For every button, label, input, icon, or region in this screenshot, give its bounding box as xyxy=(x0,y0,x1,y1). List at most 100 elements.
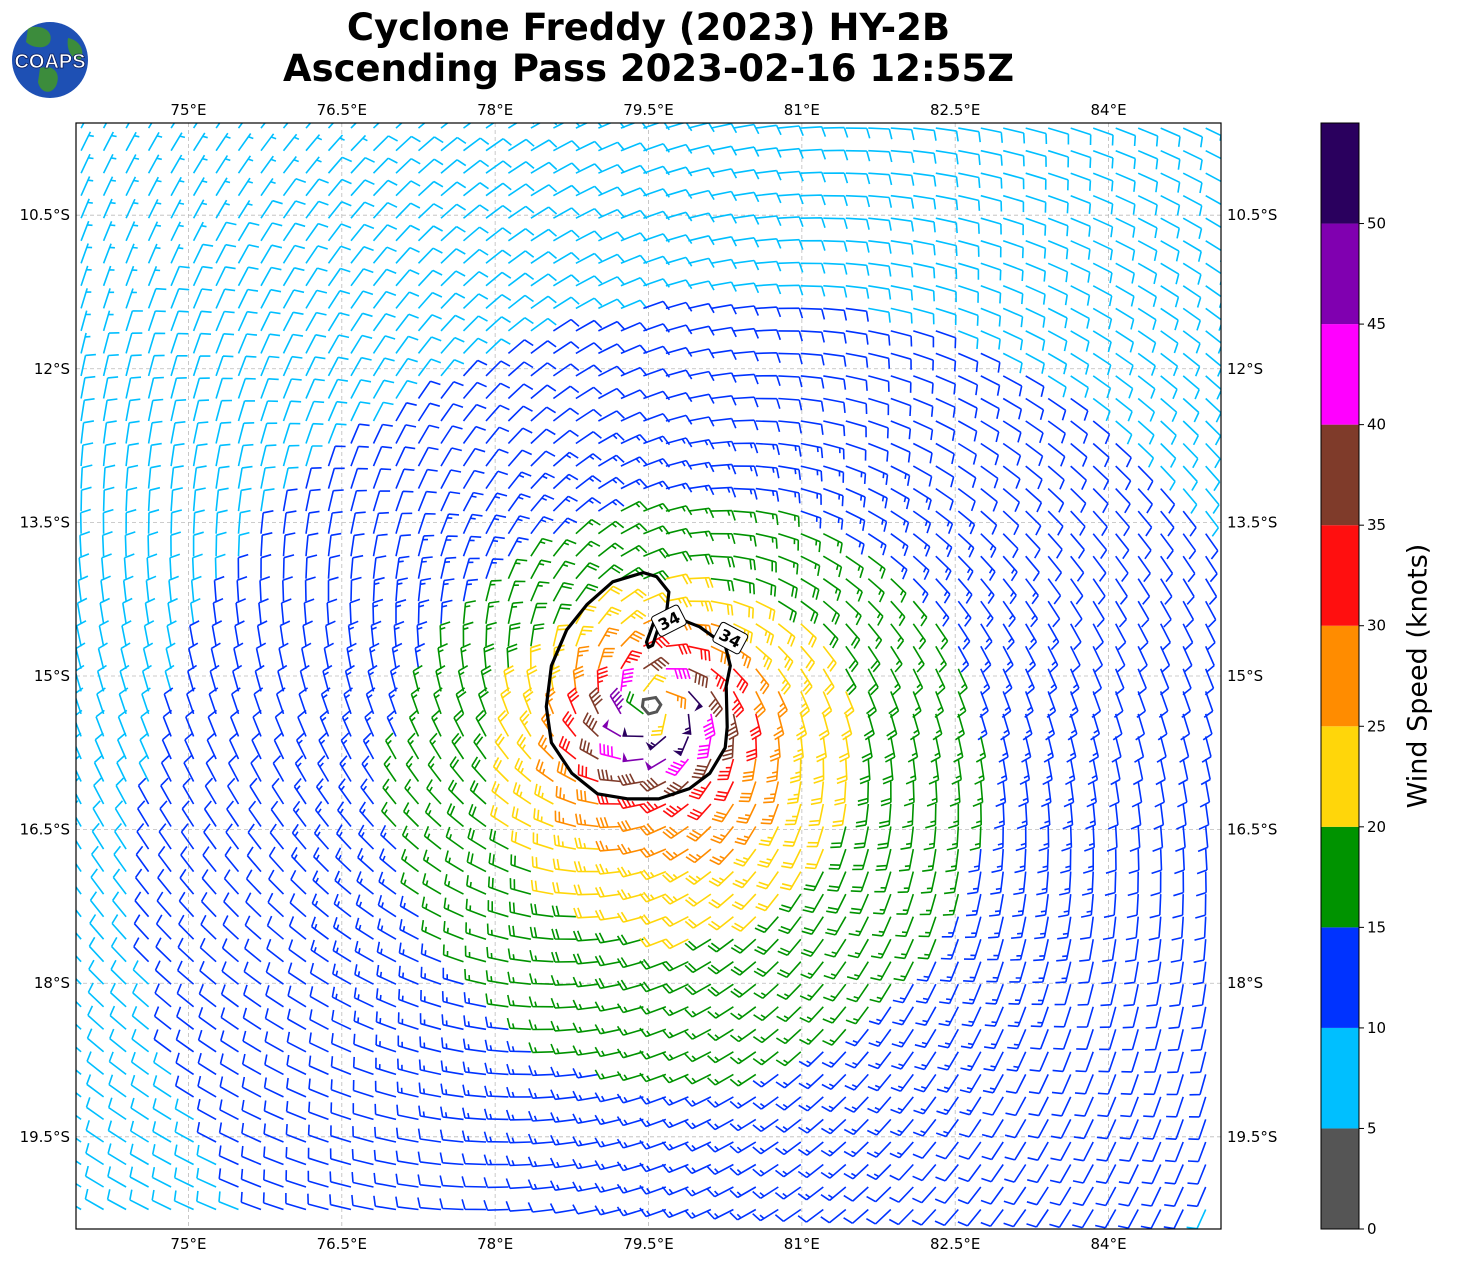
wind-barb xyxy=(327,123,335,129)
wind-barb xyxy=(375,1034,397,1053)
wind-barb xyxy=(305,134,323,152)
wind-barb xyxy=(464,945,487,963)
wind-barb xyxy=(1205,555,1218,583)
wind-barb xyxy=(784,803,802,826)
wind-barb xyxy=(339,755,352,782)
wind-barb xyxy=(247,823,262,850)
wind-barb xyxy=(271,777,285,805)
wind-barb xyxy=(449,756,465,783)
wind-barb xyxy=(242,1007,262,1030)
wind-barb xyxy=(260,378,279,399)
wind-barb xyxy=(485,536,505,557)
wind-barb xyxy=(461,1130,487,1143)
wind-barb xyxy=(1050,1119,1072,1139)
wind-barb xyxy=(980,487,998,512)
wind-barb xyxy=(527,1202,554,1213)
wind-barb xyxy=(1000,713,1011,741)
lon-tick-bottom: 76.5°E xyxy=(317,1235,367,1253)
wind-barb xyxy=(147,486,161,512)
wind-barb xyxy=(507,405,533,422)
wind-barb xyxy=(803,871,825,892)
wind-barb xyxy=(309,986,329,1008)
wind-barb xyxy=(1146,984,1162,1007)
wind-barb xyxy=(125,154,140,174)
wind-barb xyxy=(665,414,693,425)
wind-barb xyxy=(1115,149,1136,169)
gridlines xyxy=(76,123,1221,1229)
wind-barb xyxy=(88,959,105,985)
wind-barb xyxy=(234,620,245,647)
wind-barb xyxy=(935,1164,959,1182)
wind-barb xyxy=(414,642,426,669)
wind-barb xyxy=(665,758,690,777)
wind-barb xyxy=(1095,1186,1117,1207)
wind-barb xyxy=(350,268,374,287)
wind-barb xyxy=(244,938,262,963)
wind-barb xyxy=(957,420,978,442)
lat-tick-right: 18°S xyxy=(1227,974,1263,992)
wind-barb xyxy=(483,1177,509,1189)
wind-barb xyxy=(935,600,950,627)
wind-barb xyxy=(890,307,913,324)
wind-barb xyxy=(594,1114,622,1126)
wind-barb xyxy=(755,668,770,695)
wind-barb xyxy=(170,487,183,512)
wind-barb xyxy=(327,445,346,467)
wind-barb xyxy=(530,581,550,602)
wind-barb xyxy=(661,1028,689,1039)
wind-barb xyxy=(597,454,625,467)
wind-barb xyxy=(146,553,158,579)
wind-barb xyxy=(442,944,464,963)
wind-barb xyxy=(597,520,625,535)
wind-barb xyxy=(870,961,892,981)
wind-barb xyxy=(1024,645,1037,673)
wind-barb xyxy=(215,288,236,309)
wind-barb xyxy=(1188,1119,1207,1141)
wind-barb xyxy=(307,1193,329,1211)
wind-barb xyxy=(157,845,172,873)
wind-barb xyxy=(729,1186,757,1199)
wind-barb xyxy=(1140,1209,1162,1229)
wind-barb xyxy=(1170,939,1184,963)
wind-barb xyxy=(598,253,625,265)
wind-barb xyxy=(733,305,760,316)
wind-barb xyxy=(327,156,353,174)
wind-barb xyxy=(1137,172,1159,193)
wind-barb xyxy=(80,153,94,174)
wind-barb xyxy=(552,538,577,557)
wind-barb xyxy=(823,375,847,390)
wind-barb xyxy=(1205,578,1218,605)
wind-barb xyxy=(890,420,912,440)
wind-barb xyxy=(706,1141,734,1153)
wind-barb xyxy=(912,668,924,696)
wind-barb xyxy=(946,826,960,851)
wind-barb xyxy=(153,1006,172,1030)
wind-barb xyxy=(915,983,937,1004)
wind-barb xyxy=(485,579,502,602)
wind-barb xyxy=(1047,510,1064,536)
wind-barb xyxy=(575,583,599,602)
wind-barb xyxy=(708,871,734,887)
wind-barb xyxy=(463,182,489,197)
wind-barb xyxy=(221,938,240,963)
wind-barb xyxy=(752,1028,779,1044)
wind-barb xyxy=(707,1073,734,1086)
wind-barb xyxy=(617,843,644,855)
wind-barb xyxy=(980,623,993,650)
wind-barb xyxy=(597,542,624,557)
wind-barb xyxy=(993,803,1005,830)
wind-barb xyxy=(1002,285,1024,305)
wind-barb xyxy=(980,420,1000,443)
wind-barb xyxy=(282,444,300,467)
wind-barb xyxy=(912,442,933,464)
wind-barb xyxy=(957,352,979,373)
colorbar-bin xyxy=(1321,424,1359,526)
wind-barb xyxy=(305,467,322,489)
wind-barb xyxy=(1115,127,1137,147)
wind-barb xyxy=(1025,285,1046,305)
wind-barb xyxy=(131,1028,150,1053)
wind-barb xyxy=(353,1033,374,1053)
wind-barb xyxy=(572,1113,599,1124)
wind-barb xyxy=(755,306,782,318)
wind-barb xyxy=(902,803,915,829)
